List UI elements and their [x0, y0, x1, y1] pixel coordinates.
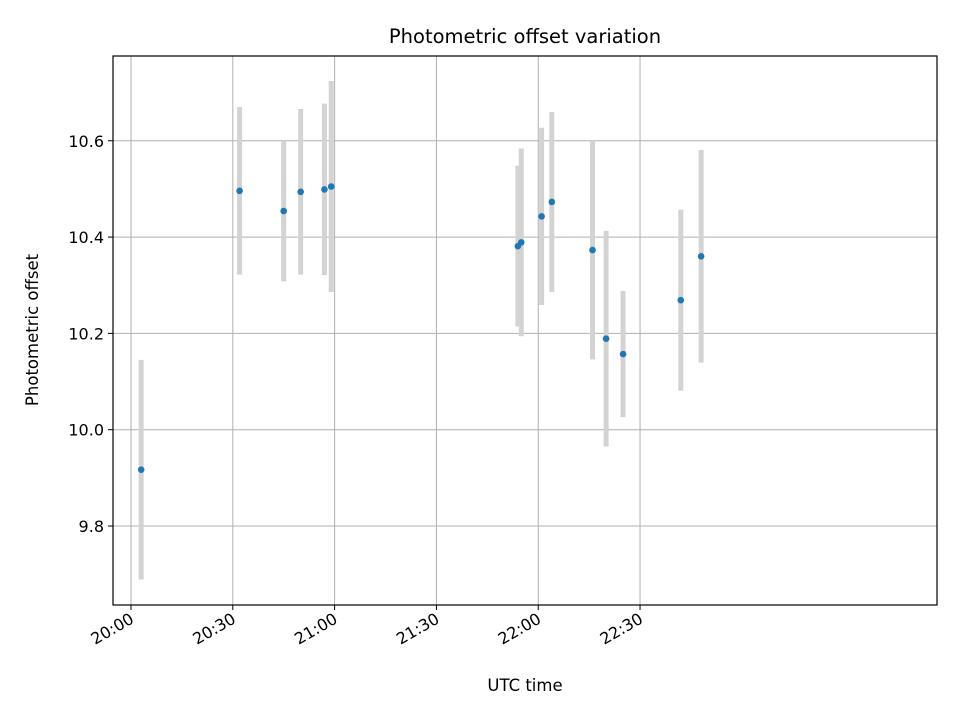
data-point — [327, 183, 335, 190]
x-tick-label: 22:30 — [597, 609, 646, 649]
data-point — [538, 213, 545, 220]
data-point — [236, 187, 243, 195]
plot-frame — [112, 55, 938, 606]
x-tick-label: 22:00 — [495, 609, 544, 649]
data-point — [619, 350, 627, 358]
chart-title: Photometric offset variation — [389, 25, 661, 48]
data-point — [137, 466, 145, 473]
data-point — [589, 246, 596, 254]
data-point — [517, 239, 525, 246]
grid — [113, 56, 937, 605]
error-bars — [138, 81, 704, 580]
x-tick-label: 20:30 — [189, 609, 238, 649]
y-axis-label: Photometric offset — [23, 253, 42, 406]
data-point — [297, 188, 304, 196]
data-points — [137, 183, 705, 473]
data-point — [697, 253, 705, 260]
data-point — [321, 186, 328, 193]
data-point — [280, 207, 288, 215]
data-point — [677, 296, 685, 304]
x-tick-label: 21:30 — [393, 609, 442, 649]
data-point — [602, 335, 610, 342]
y-axis-ticks: 9.8 10.0 10.2 10.4 10.6 — [68, 132, 113, 536]
x-axis-label: UTC time — [487, 676, 562, 695]
y-tick-label: 9.8 — [79, 517, 104, 536]
x-tick-label: 21:00 — [291, 609, 340, 649]
x-axis-ticks: 20:00 20:30 21:00 21:30 22:00 22:30 — [88, 605, 646, 649]
data-point — [548, 198, 556, 206]
y-tick-label: 10.6 — [68, 132, 104, 151]
x-tick-label: 20:00 — [88, 609, 137, 649]
y-tick-label: 10.4 — [68, 228, 104, 247]
y-tick-label: 10.0 — [68, 421, 104, 440]
y-tick-label: 10.2 — [68, 324, 104, 343]
